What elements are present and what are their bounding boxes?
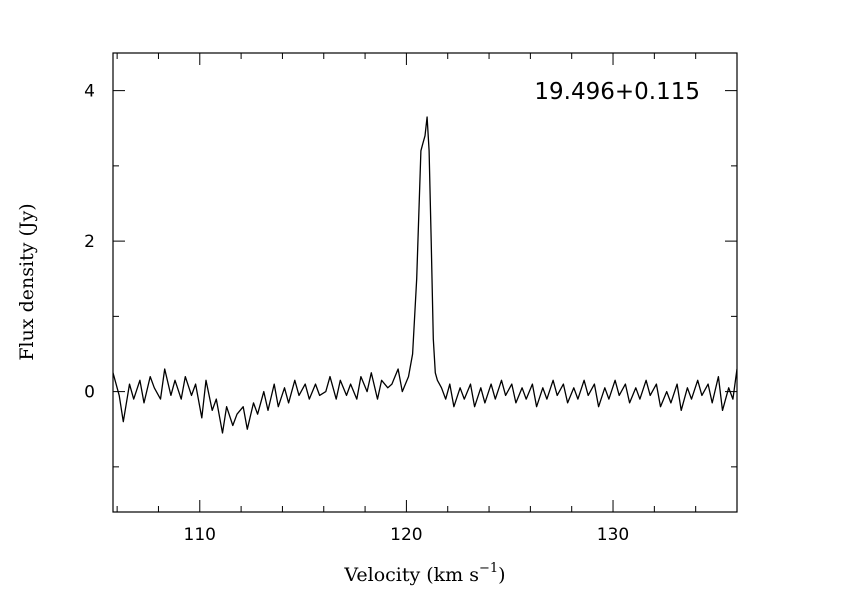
y-tick-label: 0 [84,383,95,403]
tick-layer: 110 120 130 0 2 4 [84,53,738,545]
y-tick-label: 4 [84,82,95,102]
x-axis-label-suffix: ) [498,564,505,586]
x-tick-label: 120 [390,525,422,545]
y-tick-label: 2 [84,232,95,252]
x-axis-label-superscript: −1 [479,561,498,576]
plot-frame [112,52,738,513]
x-tick-label: 130 [597,525,629,545]
x-tick-label: 110 [184,525,216,545]
data-layer [113,116,737,434]
y-axis-label: Flux density (Jy) [16,203,38,360]
x-axis-label: Velocity (km s−1) [343,561,505,586]
spectrum-series-line-0 [113,116,737,434]
chart-title: 19.496+0.115 [534,79,700,105]
x-axis-label-text: Velocity (km s [343,564,479,586]
